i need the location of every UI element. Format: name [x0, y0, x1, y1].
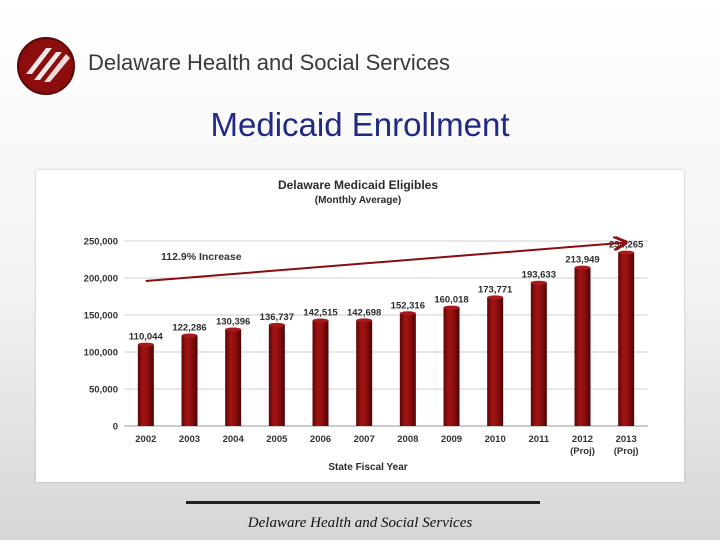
bar-cap	[181, 333, 198, 338]
data-label: 122,286	[172, 323, 206, 334]
bar-cap	[225, 327, 242, 332]
y-tick-label: 50,000	[89, 385, 118, 396]
bar-2005	[268, 324, 285, 426]
bar-cap	[312, 318, 329, 323]
x-tick-label: 2005	[266, 434, 288, 445]
organization-name: Delaware Health and Social Services	[88, 50, 450, 75]
bar-2013	[618, 252, 635, 426]
data-label: 142,698	[347, 307, 381, 318]
x-tick-label: 2009	[441, 434, 462, 445]
x-tick-label: 2013	[616, 434, 637, 445]
y-tick-label: 200,000	[84, 274, 118, 285]
x-tick-label: 2004	[223, 434, 245, 445]
data-label: 130,396	[216, 317, 250, 328]
bar-cap	[399, 311, 416, 316]
bar-cap	[137, 342, 154, 347]
footer-divider	[186, 501, 540, 504]
data-label: 234,265	[609, 240, 644, 251]
y-axis-ticks: 0 50,000 100,000 150,000 200,000 250,000	[84, 237, 118, 433]
bar-2002	[137, 344, 154, 426]
y-tick-label: 0	[113, 422, 118, 433]
bar-cap	[618, 250, 635, 255]
bar-2004	[225, 329, 242, 426]
bar-cap	[530, 280, 547, 285]
bar-2009	[443, 307, 460, 426]
data-label: 193,633	[522, 270, 556, 281]
x-axis-label: State Fiscal Year	[328, 462, 407, 473]
y-tick-label: 100,000	[84, 348, 118, 359]
x-tick-sublabel: (Proj)	[570, 446, 595, 457]
chart-panel: Delaware Medicaid Eligibles (Monthly Ave…	[36, 170, 684, 482]
x-tick-label: 2010	[485, 434, 506, 445]
data-label: 136,737	[260, 312, 294, 323]
x-tick-label: 2002	[135, 434, 156, 445]
x-tick-label: 2012	[572, 434, 593, 445]
bar-2011	[530, 282, 547, 426]
bar-2010	[487, 297, 504, 426]
bar-cap	[268, 322, 285, 327]
gridlines	[124, 240, 648, 427]
page-title: Medicaid Enrollment	[210, 106, 510, 143]
bar-2003	[181, 335, 198, 426]
bar-2006	[312, 320, 329, 426]
data-label: 142,515	[303, 308, 338, 319]
bar-cap	[356, 318, 373, 323]
x-axis-ticks: 2002 2003 2004 2005 2006 2007 2008 2009 2010 2011…	[135, 434, 638, 457]
x-tick-label: 2003	[179, 434, 200, 445]
x-tick-label: 2008	[397, 434, 418, 445]
data-label: 173,771	[478, 284, 513, 295]
data-label: 152,316	[391, 300, 425, 311]
x-tick-sublabel: (Proj)	[614, 446, 639, 457]
data-label: 160,018	[434, 295, 468, 306]
medicaid-bar-chart: Delaware Medicaid Eligibles (Monthly Ave…	[84, 178, 648, 473]
x-tick-label: 2006	[310, 434, 331, 445]
bar-cap	[487, 295, 504, 300]
increase-annotation: 112.9% Increase	[161, 251, 242, 263]
bar-cap	[574, 265, 591, 270]
header: Delaware Health and Social Services	[0, 0, 720, 100]
chart-title: Delaware Medicaid Eligibles	[278, 178, 438, 192]
y-tick-label: 250,000	[84, 237, 118, 248]
bar-2007	[356, 320, 373, 426]
bars	[137, 250, 635, 426]
data-label: 110,044	[129, 332, 164, 343]
dhss-logo-icon	[17, 37, 75, 95]
data-label: 213,949	[565, 255, 599, 266]
bar-2008	[399, 313, 416, 426]
trend-arrow	[145, 242, 626, 282]
x-tick-label: 2011	[529, 434, 550, 445]
bar-2012	[574, 267, 591, 426]
x-tick-label: 2007	[354, 434, 375, 445]
y-tick-label: 150,000	[84, 311, 118, 322]
bar-cap	[443, 305, 460, 310]
chart-subtitle: (Monthly Average)	[315, 195, 402, 206]
footer-text: Delaware Health and Social Services	[247, 515, 473, 531]
